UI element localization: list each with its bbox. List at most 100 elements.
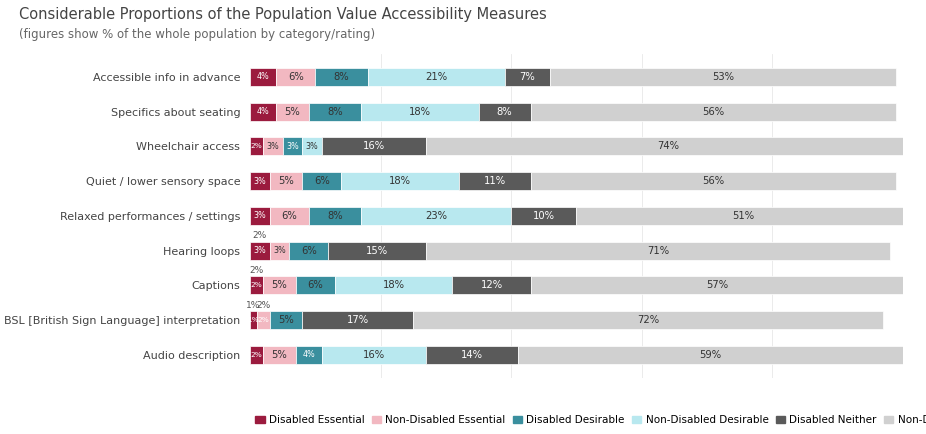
Text: 3%: 3% <box>267 142 280 151</box>
Text: 4%: 4% <box>257 72 269 81</box>
Bar <box>276 68 315 86</box>
Bar <box>322 346 426 364</box>
Text: 1%: 1% <box>247 317 259 323</box>
Text: 2%: 2% <box>256 301 270 310</box>
Bar <box>250 68 276 86</box>
Bar <box>302 137 322 155</box>
Bar <box>269 242 289 260</box>
Text: 16%: 16% <box>363 350 385 360</box>
Text: 6%: 6% <box>288 72 304 82</box>
Bar <box>315 68 368 86</box>
Text: 5%: 5% <box>271 350 287 360</box>
Text: 74%: 74% <box>657 141 679 151</box>
Bar <box>335 276 453 295</box>
Text: 3%: 3% <box>254 211 266 220</box>
Bar <box>361 207 511 225</box>
Bar <box>479 102 531 121</box>
Bar <box>302 172 342 190</box>
Bar <box>342 172 459 190</box>
Bar <box>531 276 903 295</box>
Text: 3%: 3% <box>273 246 286 255</box>
Text: 5%: 5% <box>278 176 294 186</box>
Text: 2%: 2% <box>253 231 267 240</box>
Bar <box>263 346 295 364</box>
Text: 4%: 4% <box>257 107 269 116</box>
Text: 17%: 17% <box>346 315 369 325</box>
Text: 51%: 51% <box>732 211 754 221</box>
Text: 12%: 12% <box>481 280 503 290</box>
Text: 8%: 8% <box>327 211 343 221</box>
Text: 5%: 5% <box>271 280 287 290</box>
Bar <box>505 68 550 86</box>
Bar <box>250 311 257 329</box>
Bar <box>361 102 479 121</box>
Bar <box>302 311 413 329</box>
Bar <box>511 207 576 225</box>
Bar <box>289 242 329 260</box>
Text: Considerable Proportions of the Population Value Accessibility Measures: Considerable Proportions of the Populati… <box>19 7 546 22</box>
Bar <box>413 311 883 329</box>
Text: 2%: 2% <box>249 266 264 275</box>
Text: 3%: 3% <box>286 142 299 151</box>
Text: 2%: 2% <box>251 283 262 289</box>
Bar <box>250 242 269 260</box>
Text: 72%: 72% <box>637 315 659 325</box>
Text: 57%: 57% <box>706 280 728 290</box>
Bar <box>308 207 361 225</box>
Text: 7%: 7% <box>519 72 535 82</box>
Text: 3%: 3% <box>306 142 319 151</box>
Text: 4%: 4% <box>303 351 315 359</box>
Text: 1%: 1% <box>246 301 260 310</box>
Bar <box>329 242 426 260</box>
Text: 2%: 2% <box>251 352 262 358</box>
Bar <box>295 346 322 364</box>
Text: 3%: 3% <box>254 246 266 255</box>
Bar <box>368 68 505 86</box>
Bar <box>322 137 426 155</box>
Bar <box>308 102 361 121</box>
Text: 56%: 56% <box>703 176 724 186</box>
Bar <box>263 276 295 295</box>
Text: 8%: 8% <box>333 72 349 82</box>
Text: 10%: 10% <box>532 211 555 221</box>
Bar <box>453 276 531 295</box>
Bar <box>295 276 335 295</box>
Bar <box>276 102 308 121</box>
Text: 6%: 6% <box>307 280 323 290</box>
Bar <box>550 68 896 86</box>
Legend: Disabled Essential, Non-Disabled Essential, Disabled Desirable, Non-Disabled Des: Disabled Essential, Non-Disabled Essenti… <box>256 415 926 425</box>
Bar <box>269 207 308 225</box>
Text: 6%: 6% <box>301 246 317 256</box>
Bar <box>518 346 903 364</box>
Bar <box>263 137 282 155</box>
Bar <box>576 207 909 225</box>
Bar <box>426 346 518 364</box>
Text: 6%: 6% <box>282 211 297 221</box>
Bar <box>426 137 909 155</box>
Text: 6%: 6% <box>314 176 330 186</box>
Text: 56%: 56% <box>703 107 724 117</box>
Text: 53%: 53% <box>712 72 734 82</box>
Bar <box>531 172 896 190</box>
Text: 5%: 5% <box>284 107 300 117</box>
Bar <box>257 311 269 329</box>
Text: 18%: 18% <box>408 107 431 117</box>
Bar <box>250 346 263 364</box>
Text: (figures show % of the whole population by category/rating): (figures show % of the whole population … <box>19 28 375 41</box>
Text: 8%: 8% <box>327 107 343 117</box>
Text: 71%: 71% <box>647 246 669 256</box>
Text: 15%: 15% <box>367 246 388 256</box>
Text: 2%: 2% <box>251 143 262 149</box>
Text: 3%: 3% <box>254 177 266 186</box>
Bar <box>531 102 896 121</box>
Bar <box>250 102 276 121</box>
Text: 59%: 59% <box>699 350 721 360</box>
Bar <box>250 276 263 295</box>
Text: 18%: 18% <box>382 280 405 290</box>
Text: 14%: 14% <box>461 350 483 360</box>
Text: 8%: 8% <box>497 107 512 117</box>
Bar <box>459 172 531 190</box>
Bar <box>250 172 269 190</box>
Text: 18%: 18% <box>389 176 411 186</box>
Text: 16%: 16% <box>363 141 385 151</box>
